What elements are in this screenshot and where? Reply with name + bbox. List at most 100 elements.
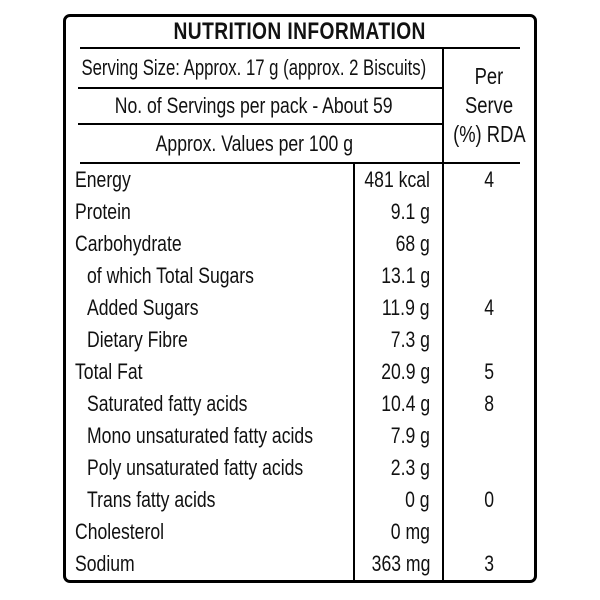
per-serve-rda-header: Per Serve (%) RDA: [442, 49, 534, 162]
nutrient-label: Energy: [75, 167, 131, 192]
nutrient-value-cell: 20.9 g: [353, 356, 442, 388]
nutrient-value: 7.3 g: [390, 327, 430, 352]
nutrient-label: Trans fatty acids: [87, 487, 216, 512]
per-serve-line2: Serve: [464, 92, 514, 118]
nutrient-value-cell: 11.9 g: [353, 292, 442, 324]
nutrient-rda-cell: [442, 452, 534, 484]
nutrient-label: of which Total Sugars: [87, 263, 254, 288]
serving-size-row: Serving Size: Approx. 17 g (approx. 2 Bi…: [66, 49, 442, 87]
nutrient-value: 7.9 g: [390, 423, 430, 448]
nutrient-label-cell: Trans fatty acids: [66, 484, 353, 516]
nutrient-rda-cell: [442, 260, 534, 292]
nutrient-value: 2.3 g: [390, 455, 430, 480]
table-row: Protein 9.1 g: [66, 196, 534, 228]
table-row: of which Total Sugars 13.1 g: [66, 260, 534, 292]
divider: [78, 87, 442, 89]
nutrient-rda-value: 4: [484, 167, 494, 192]
header-bottom-rule: [80, 162, 520, 164]
nutrient-value: 363 mg: [371, 551, 430, 576]
nutrient-rda-cell: [442, 196, 534, 228]
nutrient-rda-cell: [442, 516, 534, 548]
nutrient-value-cell: 0 g: [353, 484, 442, 516]
nutrient-label-cell: of which Total Sugars: [66, 260, 353, 292]
values-basis-text: Approx. Values per 100 g: [155, 130, 353, 156]
nutrient-value: 481 kcal: [364, 167, 430, 192]
per-serve-line1: Per: [474, 63, 504, 89]
nutrient-label: Poly unsaturated fatty acids: [87, 455, 304, 480]
nutrient-value: 9.1 g: [390, 199, 430, 224]
nutrient-rda-value: 3: [484, 551, 494, 576]
nutrient-label-cell: Total Fat: [66, 356, 353, 388]
table-row: Dietary Fibre 7.3 g: [66, 324, 534, 356]
nutrient-value-cell: 9.1 g: [353, 196, 442, 228]
table-row: Carbohydrate 68 g: [66, 228, 534, 260]
label-title: NUTRITION INFORMATION: [66, 17, 534, 47]
nutrient-label-cell: Cholesterol: [66, 516, 353, 548]
nutrient-rda-value: 0: [484, 487, 494, 512]
nutrient-rda-cell: 0: [442, 484, 534, 516]
per-serve-line3: (%) RDA: [452, 121, 526, 147]
serving-info: Serving Size: Approx. 17 g (approx. 2 Bi…: [66, 49, 442, 162]
nutrient-rda-value: 8: [484, 391, 494, 416]
servings-per-pack-row: No. of Servings per pack - About 59: [66, 89, 442, 123]
nutrient-value: 20.9 g: [381, 359, 430, 384]
nutrient-rda-cell: 3: [442, 548, 534, 580]
nutrient-rda-cell: 8: [442, 388, 534, 420]
nutrient-rda-cell: 4: [442, 292, 534, 324]
nutrient-value-cell: 13.1 g: [353, 260, 442, 292]
nutrient-value-cell: 0 mg: [353, 516, 442, 548]
nutrient-label: Total Fat: [75, 359, 143, 384]
nutrition-label: NUTRITION INFORMATION Serving Size: Appr…: [63, 14, 537, 583]
nutrient-label: Mono unsaturated fatty acids: [87, 423, 313, 448]
nutrient-label-cell: Saturated fatty acids: [66, 388, 353, 420]
nutrient-value: 0 mg: [390, 519, 430, 544]
nutrient-label: Saturated fatty acids: [87, 391, 248, 416]
nutrient-rda-cell: [442, 228, 534, 260]
table-row: Mono unsaturated fatty acids 7.9 g: [66, 420, 534, 452]
table-row: Cholesterol 0 mg: [66, 516, 534, 548]
nutrient-rda-cell: [442, 420, 534, 452]
nutrient-rda-value: 4: [484, 295, 494, 320]
nutrient-label-cell: Dietary Fibre: [66, 324, 353, 356]
nutrient-value: 11.9 g: [382, 295, 430, 320]
nutrient-label: Carbohydrate: [75, 231, 182, 256]
nutrient-label-cell: Mono unsaturated fatty acids: [66, 420, 353, 452]
values-basis-row: Approx. Values per 100 g: [66, 125, 442, 162]
nutrient-value-cell: 10.4 g: [353, 388, 442, 420]
nutrient-rda-cell: 4: [442, 164, 534, 196]
servings-per-pack-text: No. of Servings per pack - About 59: [115, 93, 393, 118]
table-row: Added Sugars 11.9 g 4: [66, 292, 534, 324]
table-row: Poly unsaturated fatty acids 2.3 g: [66, 452, 534, 484]
table-row: Trans fatty acids 0 g 0: [66, 484, 534, 516]
nutrient-value: 0 g: [405, 487, 430, 512]
nutrient-label-cell: Protein: [66, 196, 353, 228]
nutrient-value-cell: 68 g: [353, 228, 442, 260]
nutrient-label-cell: Poly unsaturated fatty acids: [66, 452, 353, 484]
nutrient-value: 68 g: [395, 231, 430, 256]
nutrient-value-cell: 363 mg: [353, 548, 442, 580]
nutrition-table-body: Energy 481 kcal 4 Protein 9.1 g Carbohyd…: [66, 164, 534, 580]
nutrient-label: Added Sugars: [87, 295, 199, 320]
title-underline: [80, 47, 520, 49]
nutrient-label: Sodium: [75, 551, 135, 576]
nutrient-label-cell: Added Sugars: [66, 292, 353, 324]
label-title-text: NUTRITION INFORMATION: [173, 18, 427, 45]
nutrient-label-cell: Energy: [66, 164, 353, 196]
nutrient-value-cell: 481 kcal: [353, 164, 442, 196]
nutrient-rda-cell: 5: [442, 356, 534, 388]
nutrient-value-cell: 7.3 g: [353, 324, 442, 356]
nutrient-label: Cholesterol: [75, 519, 165, 544]
divider: [78, 123, 442, 125]
label-header: Serving Size: Approx. 17 g (approx. 2 Bi…: [66, 49, 534, 162]
nutrient-rda-value: 5: [484, 359, 494, 384]
nutrient-value: 13.1 g: [381, 263, 430, 288]
table-row: Total Fat 20.9 g 5: [66, 356, 534, 388]
table-row: Sodium 363 mg 3: [66, 548, 534, 580]
nutrient-value-cell: 7.9 g: [353, 420, 442, 452]
serving-size-text: Serving Size: Approx. 17 g (approx. 2 Bi…: [81, 55, 427, 80]
nutrient-rda-cell: [442, 324, 534, 356]
table-row: Saturated fatty acids 10.4 g 8: [66, 388, 534, 420]
table-row: Energy 481 kcal 4: [66, 164, 534, 196]
nutrient-value: 10.4 g: [381, 391, 430, 416]
